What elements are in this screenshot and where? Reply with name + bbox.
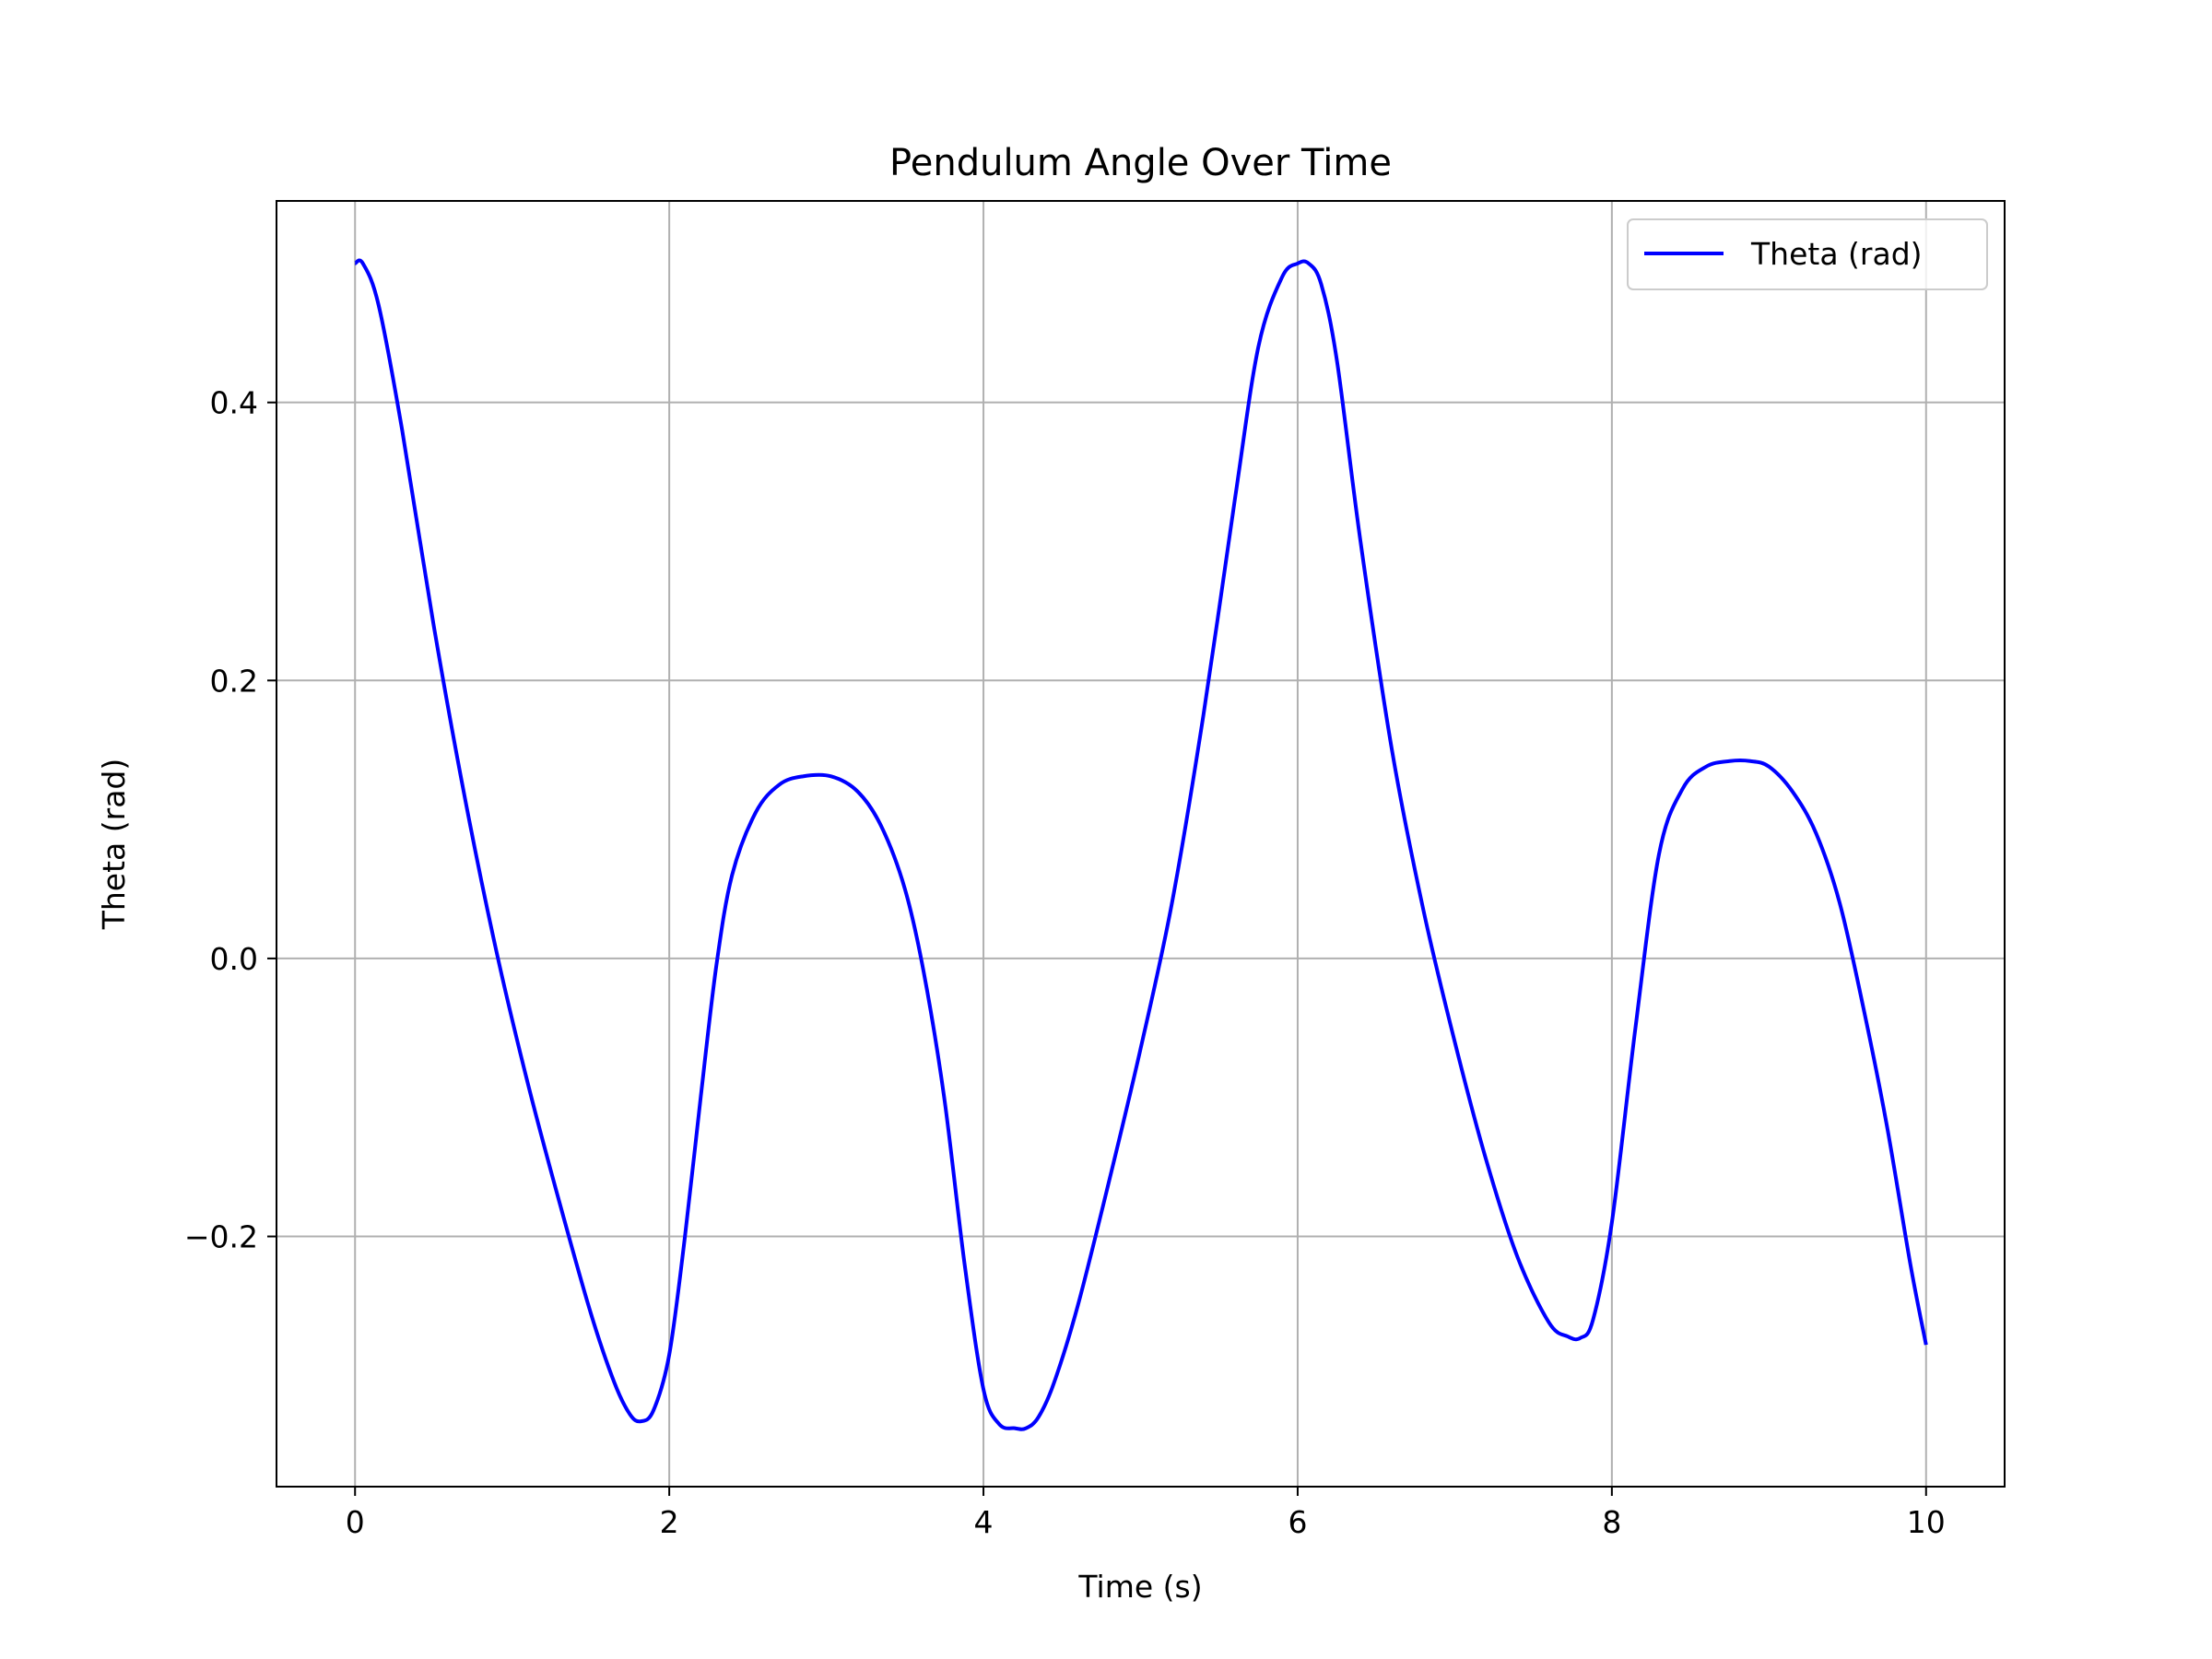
legend: Theta (rad) [1627, 218, 1988, 290]
x-axis: 0 2 4 6 8 10 [346, 1487, 1946, 1540]
legend-box [1627, 218, 1988, 290]
y-tick-label: 0.2 [210, 663, 258, 699]
chart-title: Pendulum Angle Over Time [889, 142, 1392, 184]
x-tick-label: 6 [1288, 1504, 1307, 1540]
y-tick-label: −0.2 [184, 1219, 258, 1255]
y-tick-label: 0.0 [210, 941, 258, 977]
plot-area-frame [276, 200, 2006, 1488]
legend-label: Theta (rad) [1750, 236, 1923, 272]
x-tick-label: 8 [1602, 1504, 1621, 1540]
y-tick-label: 0.4 [210, 385, 258, 421]
x-axis-label: Time (s) [1077, 1569, 1202, 1605]
x-tick-label: 2 [660, 1504, 679, 1540]
y-axis: −0.2 0.0 0.2 0.4 [184, 385, 276, 1255]
x-tick-label: 4 [974, 1504, 994, 1540]
grid [276, 201, 2005, 1487]
series-line-theta [354, 258, 1928, 1431]
y-axis-label: Theta (rad) [96, 759, 132, 931]
x-tick-label: 0 [346, 1504, 365, 1540]
x-tick-label: 10 [1907, 1504, 1946, 1540]
series-layer [354, 258, 1928, 1431]
